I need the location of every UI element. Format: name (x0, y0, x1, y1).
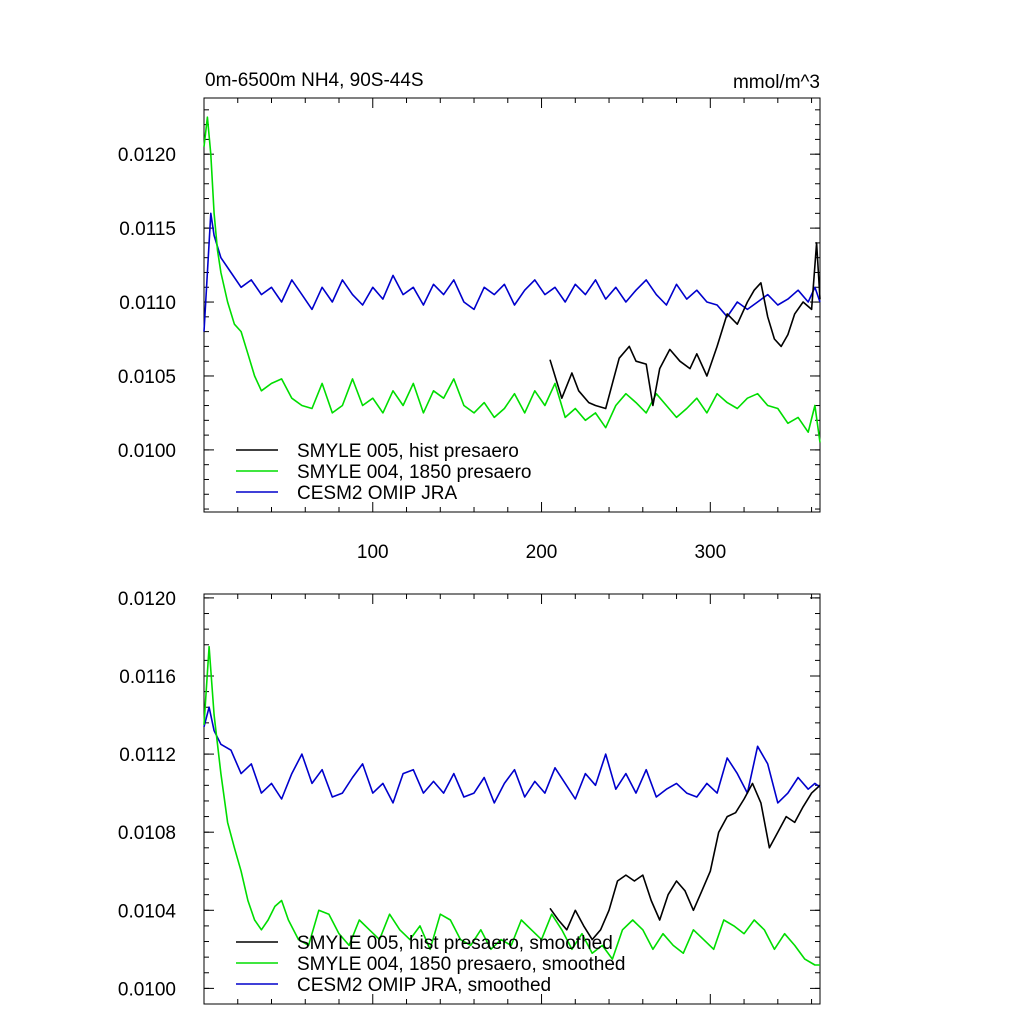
y-axis: 0.0100 0.0104 0.0108 0.0112 0.0116 0.0120 (118, 589, 820, 1005)
legend-label: CESM2 OMIP JRA (297, 483, 457, 504)
y-tick-label: 0.0120 (118, 589, 176, 610)
y-tick-label: 0.0115 (119, 219, 176, 240)
chart-units: mmol/m^3 (733, 72, 820, 93)
bottom-panel: 0.0100 0.0104 0.0108 0.0112 0.0116 0.0120 SMY… (118, 589, 821, 1005)
y-tick-label: 0.0104 (118, 901, 177, 922)
plot-frame (203, 97, 821, 513)
series-line (203, 706, 821, 804)
y-tick-label: 0.0112 (119, 745, 176, 766)
series-line (203, 212, 821, 332)
legend-label: SMYLE 004, 1850 presaero (297, 462, 532, 483)
plot-lines (203, 116, 821, 443)
y-tick-label: 0.0110 (119, 293, 176, 314)
series-line (549, 242, 821, 410)
x-tick-label: 200 (526, 542, 558, 563)
y-tick-label: 0.0100 (118, 979, 176, 1000)
plot-frame (203, 593, 821, 1005)
legend-label: SMYLE 005, hist presaero (297, 441, 519, 462)
chart-title: 0m-6500m NH4, 90S-44S (205, 70, 424, 91)
legend-label: SMYLE 004, 1850 presaero, smoothed (297, 954, 625, 975)
x-tick-label: 100 (357, 542, 389, 563)
x-axis: 100 200 300 (237, 98, 813, 563)
plot-lines (203, 645, 821, 966)
x-tick-label: 300 (694, 542, 726, 563)
y-axis: 0.0100 0.0105 0.0110 0.0115 0.0120 (118, 109, 820, 510)
legend-label: SMYLE 005, hist presaero, smoothed (297, 933, 613, 954)
y-tick-label: 0.0105 (118, 367, 176, 388)
legend-label: CESM2 OMIP JRA, smoothed (297, 975, 551, 996)
y-tick-label: 0.0116 (119, 667, 176, 688)
series-line (549, 782, 821, 941)
x-axis (237, 594, 813, 1004)
series-line (203, 645, 820, 966)
y-tick-label: 0.0100 (118, 441, 176, 462)
y-tick-label: 0.0120 (118, 145, 176, 166)
y-tick-label: 0.0108 (118, 823, 176, 844)
legend: SMYLE 005, hist presaero, smoothedSMYLE … (236, 933, 625, 996)
top-panel: 0m-6500m NH4, 90S-44S mmol/m^3 0.01000.0… (118, 70, 821, 563)
series-line (203, 116, 821, 443)
